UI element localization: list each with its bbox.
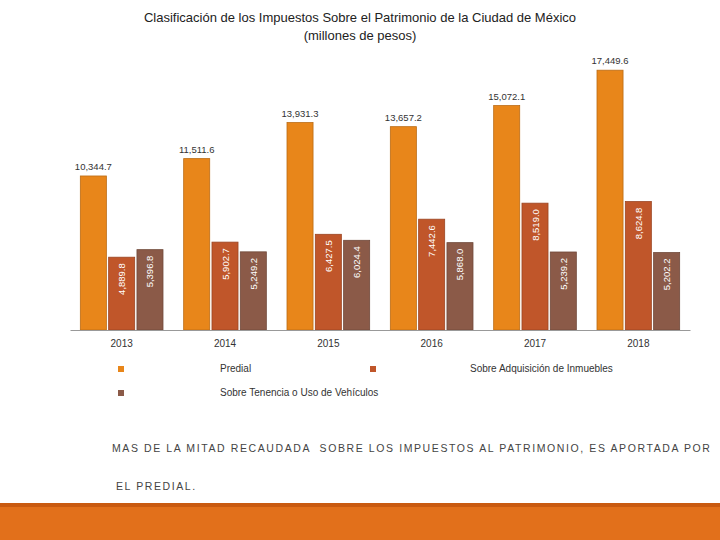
legend-swatch	[370, 366, 376, 372]
x-axis: 2013 2014 2015 2016 2017 2018	[71, 330, 691, 349]
data-label: 7,442.6	[426, 225, 437, 257]
tick: 2016	[421, 330, 444, 349]
bar	[390, 127, 416, 330]
tick-label: 2015	[317, 338, 340, 349]
subtitle: (millones de pesos)	[304, 28, 417, 43]
annotation: EL PREDIAL.	[116, 480, 197, 492]
data-label: 5,202.2	[661, 259, 672, 291]
bar	[184, 159, 210, 330]
bars	[80, 70, 679, 330]
data-label: 5,396.8	[144, 256, 155, 288]
bar	[597, 70, 623, 330]
chart: Clasificación de los Impuestos Sobre el …	[0, 0, 720, 540]
tick-label: 2017	[524, 338, 547, 349]
tick: 2015	[317, 330, 340, 349]
bar	[654, 253, 680, 330]
legend-label: Sobre Adquisición de Inmuebles	[470, 363, 613, 374]
legend-item: Sobre Tenencia o Uso de Vehículos	[118, 387, 378, 398]
axis-line	[71, 330, 691, 331]
tick: 2017	[524, 330, 547, 349]
legend-item: Predial	[118, 363, 251, 374]
title: Clasificación de los Impuestos Sobre el …	[144, 10, 576, 25]
legend-item: Sobre Adquisición de Inmuebles	[370, 363, 613, 374]
tick-label: 2014	[214, 338, 237, 349]
bar	[240, 252, 266, 330]
annotation: MAS DE LA MITAD RECAUDADA SOBRE LOS IMPU…	[112, 442, 712, 454]
bar	[625, 202, 651, 330]
bar	[522, 203, 548, 330]
bar	[212, 242, 238, 330]
tick: 2014	[214, 330, 237, 349]
tick: 2013	[111, 330, 134, 349]
data-label: 8,519.0	[530, 209, 541, 241]
data-label: 13,657.2	[385, 112, 422, 123]
bar	[287, 123, 313, 330]
data-label: 6,427.5	[323, 240, 334, 272]
bar	[550, 252, 576, 330]
data-label: 13,931.3	[282, 108, 319, 119]
tick-label: 2016	[421, 338, 444, 349]
bar	[419, 219, 445, 330]
legend-label: Predial	[220, 363, 251, 374]
bar	[494, 106, 520, 330]
bar	[447, 243, 473, 330]
data-label: 11,511.6	[179, 144, 215, 155]
legend-label: Sobre Tenencia o Uso de Vehículos	[220, 387, 378, 398]
data-label: 5,902.7	[220, 248, 231, 280]
bar	[315, 234, 341, 330]
legend-swatch	[118, 390, 124, 396]
bar	[344, 240, 370, 330]
data-label: 5,249.2	[248, 258, 259, 290]
data-label: 6,024.4	[351, 246, 362, 278]
data-label: 15,072.1	[488, 91, 525, 102]
data-label: 4,889.8	[116, 263, 127, 295]
legend-swatch	[118, 366, 124, 372]
data-label: 5,239.2	[558, 258, 569, 290]
data-label: 8,624.8	[633, 208, 644, 240]
bar	[137, 250, 163, 330]
tick: 2018	[627, 330, 650, 349]
data-label: 10,344.7	[75, 161, 112, 172]
footer-stripe	[0, 503, 720, 507]
data-label: 5,868.0	[454, 249, 465, 281]
tick-label: 2018	[627, 338, 650, 349]
bar	[109, 257, 135, 330]
data-label: 17,449.6	[592, 55, 629, 66]
footer-band	[0, 503, 720, 540]
tick-label: 2013	[111, 338, 134, 349]
bar	[80, 176, 106, 330]
data-labels: 10,344.7 11,511.6 13,931.3 13,657.2 15,072.1…	[75, 55, 672, 295]
